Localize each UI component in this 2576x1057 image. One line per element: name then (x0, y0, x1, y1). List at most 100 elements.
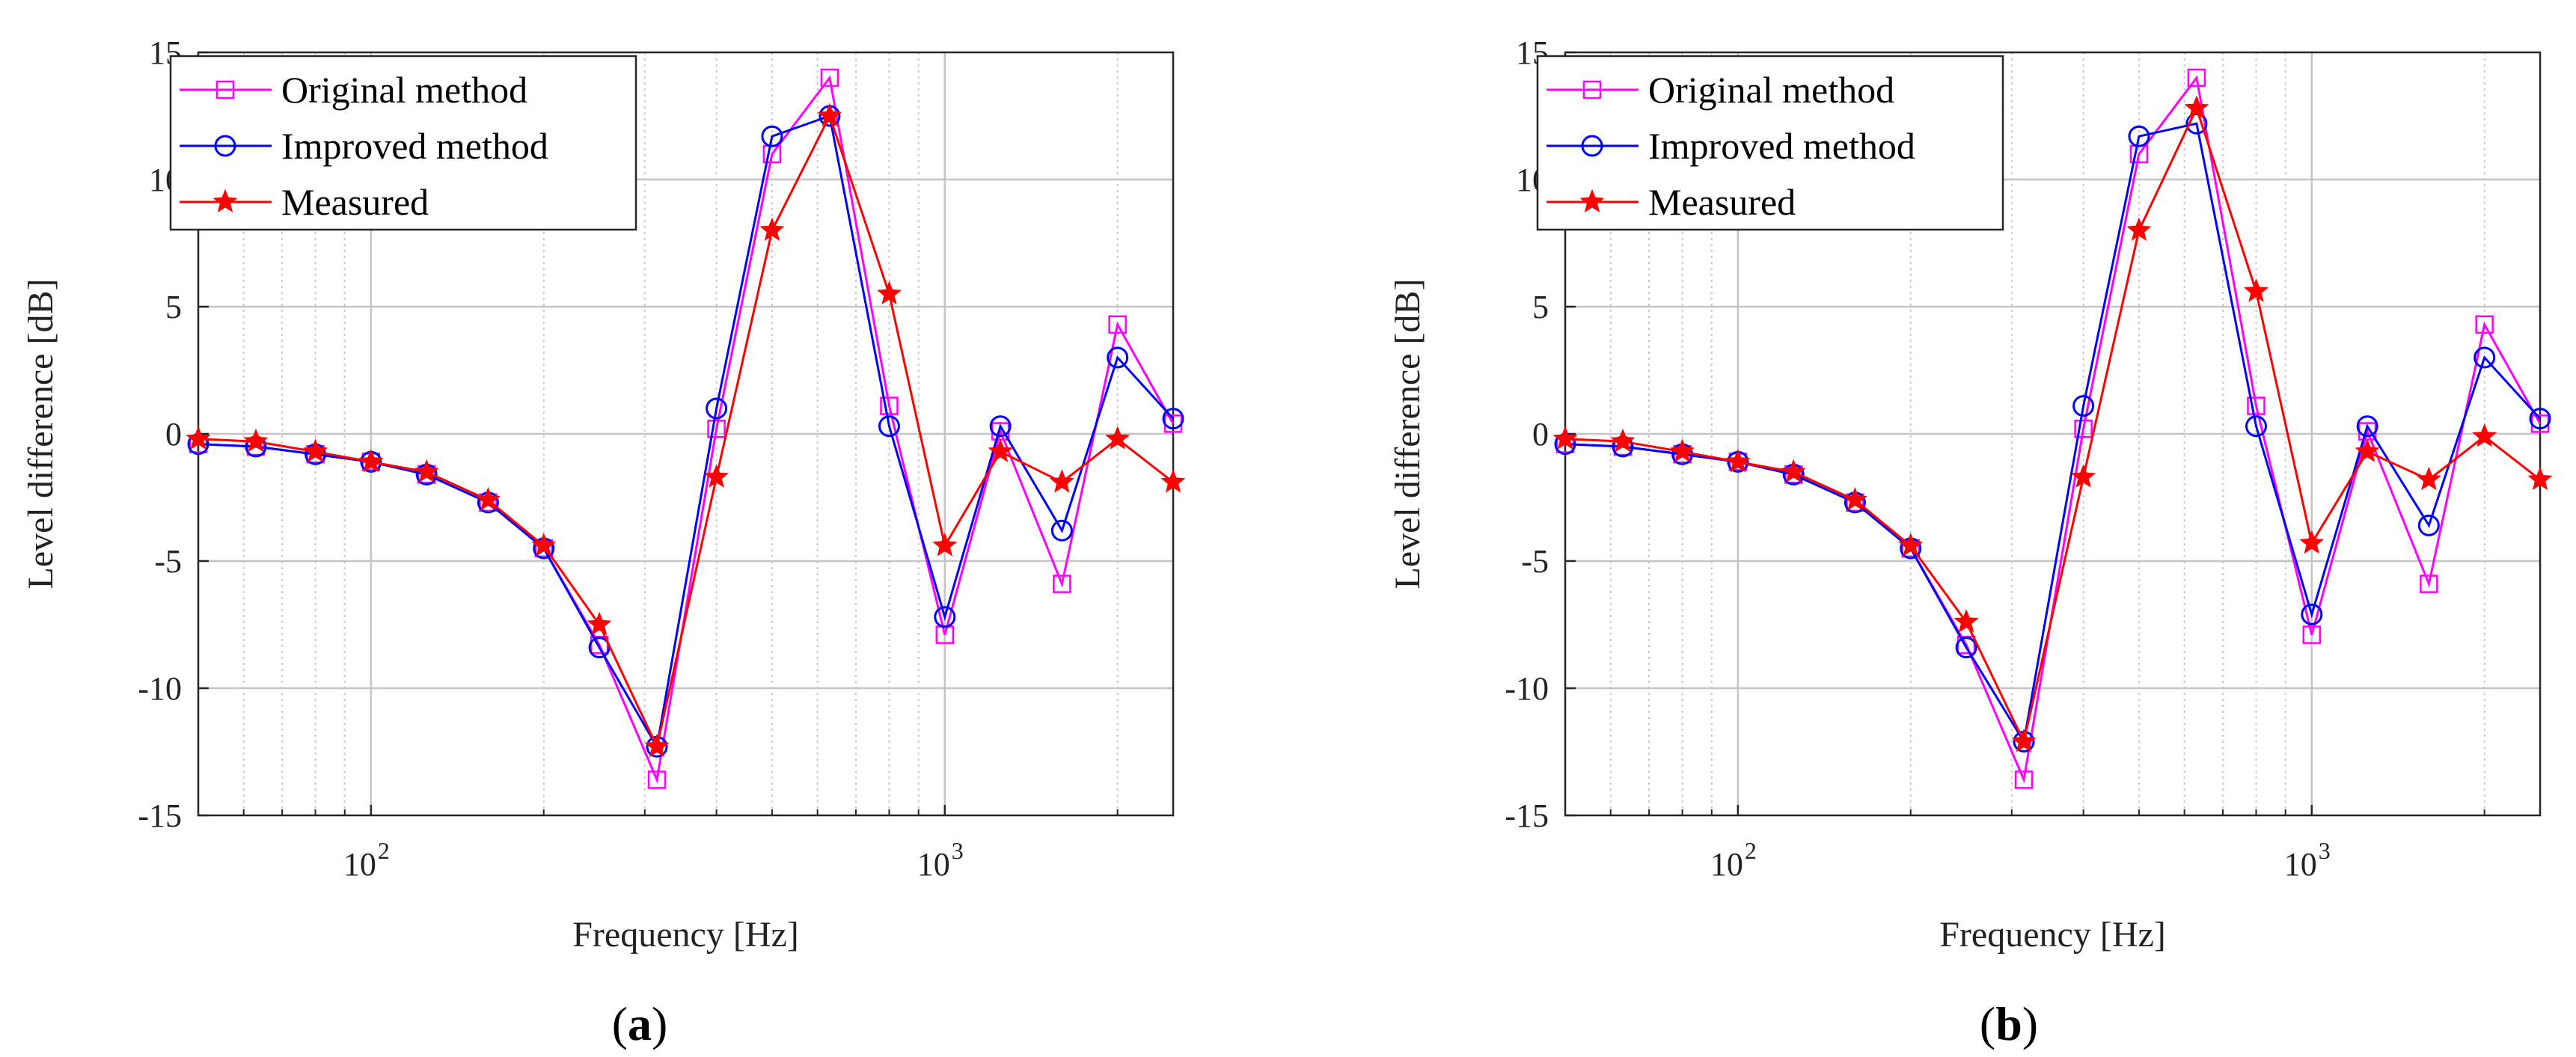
legend-label: Original method (281, 69, 527, 111)
panel-letter: b (1995, 997, 2022, 1050)
data-point (2301, 603, 2323, 625)
x-axis-title: Frequency [Hz] (1939, 915, 2166, 955)
data-point (1160, 469, 1186, 493)
series-measured (1552, 95, 2553, 753)
data-point (1053, 575, 1071, 593)
data-point (2475, 315, 2494, 334)
panel-label: (a) (612, 997, 668, 1050)
data-point (2011, 729, 2037, 753)
data-point (2184, 95, 2209, 119)
data-point (2247, 396, 2266, 415)
data-point (2417, 514, 2440, 536)
legend-marker (1579, 189, 1605, 212)
data-point (2302, 625, 2322, 644)
legend-marker (212, 189, 238, 212)
x-tick-exponent: 2 (1745, 837, 1757, 864)
x-tick-exponent: 3 (952, 837, 964, 864)
legend-label: Improved method (281, 125, 548, 167)
data-point (1670, 438, 1695, 462)
data-point (2071, 464, 2096, 488)
y-tick-label: -5 (154, 543, 182, 580)
y-tick-label: -15 (1505, 797, 1549, 834)
legend-box (169, 55, 637, 231)
data-point (2356, 415, 2378, 438)
gridlines (198, 52, 1173, 815)
data-point (644, 733, 670, 758)
legend-box (1536, 55, 2004, 231)
data-point (2420, 575, 2438, 593)
data-point (2472, 423, 2497, 447)
data-point (1725, 449, 1751, 473)
data-point (988, 438, 1013, 462)
data-point (1898, 533, 1924, 557)
data-point (2416, 466, 2441, 491)
data-point (2473, 346, 2496, 369)
data-point (2527, 466, 2553, 491)
data-point (647, 770, 667, 789)
y-tick-label: -10 (138, 670, 182, 707)
data-point (587, 611, 612, 635)
x-tick-exponent: 3 (2319, 837, 2331, 864)
legend-marker (214, 135, 236, 157)
data-point (759, 217, 785, 241)
data-point (1552, 426, 1578, 450)
data-point (531, 533, 557, 557)
data-point (2072, 395, 2095, 417)
data-point (707, 419, 726, 438)
data-point (877, 281, 902, 304)
y-tick-label: 0 (165, 416, 182, 453)
data-point (706, 397, 728, 420)
data-point (1050, 519, 1073, 542)
legend-label: Measured (1648, 181, 1796, 223)
data-point (932, 533, 958, 557)
data-point (2529, 408, 2551, 430)
panel-label: (b) (1980, 997, 2038, 1050)
legend-label: Improved method (1648, 125, 1915, 167)
data-point (1955, 637, 1977, 659)
data-point (1108, 315, 1127, 334)
data-point (1105, 426, 1131, 450)
data-point (2128, 125, 2150, 147)
y-tick-label: 5 (165, 289, 182, 325)
y-tick-label: 5 (1532, 289, 1549, 325)
data-point (880, 396, 899, 415)
data-point (1954, 609, 1979, 633)
y-axis-title: Level difference [dB] (21, 279, 61, 589)
data-point (2074, 419, 2093, 438)
data-point (1610, 428, 1636, 453)
data-point (2187, 68, 2206, 88)
legend-marker (1582, 80, 1602, 99)
data-point (358, 449, 384, 473)
legend-marker (215, 80, 235, 99)
data-point (820, 68, 839, 88)
data-point (303, 438, 328, 462)
data-point (761, 125, 783, 147)
legend: Original method Improved method Measured (1536, 55, 2004, 231)
legend: Original method Improved method Measured (169, 55, 637, 231)
data-point (2244, 278, 2268, 302)
y-tick-label: -5 (1521, 543, 1549, 580)
y-tick-label: 0 (1532, 416, 1549, 453)
data-point (186, 426, 211, 450)
data-point (414, 459, 439, 482)
data-point (989, 415, 1012, 438)
data-point (704, 464, 729, 488)
data-point (1049, 469, 1074, 493)
data-point (1781, 459, 1806, 482)
data-point (2014, 770, 2034, 789)
x-axis-title: Frequency [Hz] (572, 915, 799, 955)
data-point (2299, 530, 2325, 554)
data-point (2126, 217, 2152, 241)
y-tick-label: -15 (138, 797, 182, 834)
data-point (934, 606, 956, 628)
data-point (817, 102, 842, 126)
data-point (475, 487, 501, 511)
data-point (1842, 487, 1867, 511)
data-point (2355, 438, 2380, 462)
data-point (1107, 346, 1129, 369)
legend-marker (1581, 135, 1603, 157)
y-tick-label: -10 (1505, 670, 1549, 707)
